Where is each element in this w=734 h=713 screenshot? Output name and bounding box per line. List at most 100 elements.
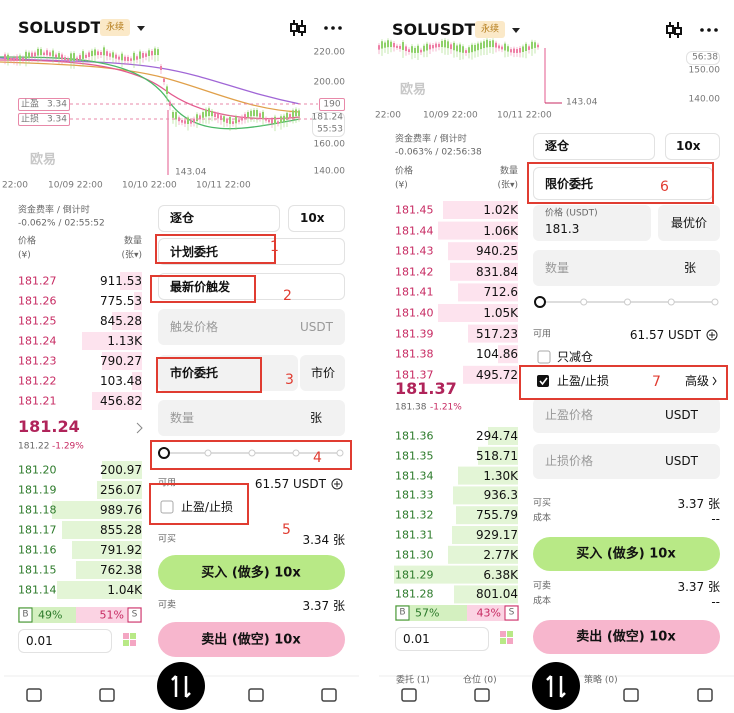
sl-price[interactable]: 止损价格	[545, 454, 594, 468]
qty-input[interactable]	[158, 400, 345, 436]
candle	[256, 109, 258, 117]
annotation-number: 6	[660, 179, 669, 195]
low-price: 143.04	[566, 97, 598, 108]
qty-placeholder[interactable]: 数量	[170, 411, 195, 425]
sl-label: 止损	[21, 114, 40, 124]
tp-price[interactable]: 止盈价格	[545, 408, 594, 422]
nav-icon	[474, 688, 490, 702]
price-value[interactable]: 181.3	[545, 222, 580, 236]
candle	[280, 116, 282, 123]
can-sell-label: 可卖	[533, 581, 552, 592]
leverage[interactable]: 10x	[300, 211, 325, 225]
leverage[interactable]: 10x	[676, 139, 701, 153]
order-type-select[interactable]	[533, 167, 713, 200]
kline-icon	[674, 27, 682, 35]
symbol: SOLUSDT	[18, 18, 102, 37]
buy-button[interactable]	[533, 537, 720, 571]
margin-select[interactable]	[158, 205, 280, 232]
candle	[486, 39, 488, 48]
qty-unit[interactable]: 张	[309, 411, 322, 425]
candle	[534, 42, 536, 48]
ask-qty: 790.27	[100, 354, 142, 368]
price-unit: (¥)	[395, 180, 408, 191]
tp-price-input[interactable]	[533, 398, 720, 433]
nav-icon	[99, 688, 115, 702]
buy-button[interactable]	[158, 555, 345, 590]
order-type-select[interactable]	[158, 238, 345, 265]
qty-unit[interactable]: 张	[683, 261, 696, 275]
exec-type-select[interactable]	[158, 355, 298, 391]
qty-input[interactable]	[533, 250, 720, 286]
bid-depth	[76, 561, 142, 579]
margin-select[interactable]	[533, 133, 655, 160]
bid-qty: 929.17	[476, 528, 518, 542]
candle	[432, 45, 434, 49]
candle	[408, 49, 410, 53]
kline-icon	[290, 23, 298, 32]
precision: 0.01	[403, 632, 430, 646]
sl-price-input[interactable]	[533, 444, 720, 479]
best-price[interactable]: 最优价	[670, 216, 708, 230]
candle	[423, 45, 425, 52]
candle	[211, 111, 213, 117]
candle	[414, 47, 416, 53]
trigger-price-input[interactable]	[158, 309, 345, 345]
buy-button-label[interactable]: 买入 (做多) 10x	[201, 565, 301, 581]
leverage-select[interactable]	[288, 205, 345, 232]
exec-type[interactable]: 市价委托	[170, 366, 219, 380]
qty-placeholder[interactable]: 数量	[545, 261, 570, 275]
reduce-only[interactable]: 只减仓	[557, 350, 594, 364]
low-price: 143.04	[175, 167, 207, 178]
order-type[interactable]: 计划委托	[170, 245, 219, 259]
buy-ratio-bar	[395, 605, 467, 621]
advanced[interactable]: 高级	[684, 374, 709, 388]
bid-depth	[57, 581, 142, 599]
margin-mode[interactable]: 逐仓	[545, 139, 570, 153]
tab[interactable]: 策略 (0)	[584, 675, 618, 686]
nav-icon	[623, 688, 639, 702]
candle	[133, 52, 135, 61]
tab[interactable]: 委托 (1)	[396, 675, 430, 686]
plus-icon	[334, 481, 340, 487]
trigger-price[interactable]: 触发价格	[170, 320, 219, 334]
precision-select[interactable]	[395, 627, 489, 651]
precision-select[interactable]	[18, 629, 112, 653]
bid-depth	[488, 427, 518, 445]
leverage-select[interactable]	[665, 133, 720, 160]
tab[interactable]: 仓位 (0)	[463, 675, 497, 686]
trigger-type[interactable]: 最新价触发	[170, 280, 231, 294]
margin-mode[interactable]: 逐仓	[170, 211, 195, 225]
bid-depth	[478, 446, 518, 465]
bid-depth	[72, 541, 142, 559]
ask-depth	[468, 324, 518, 343]
sell-button[interactable]	[158, 622, 345, 657]
candle	[202, 112, 204, 118]
bid-price: 181.33	[395, 488, 434, 502]
trigger-type-select[interactable]	[158, 273, 345, 300]
sell-button-label[interactable]: 卖出 (做空) 10x	[576, 629, 676, 645]
time-axis-label: 10/09 22:00	[48, 180, 103, 191]
can-buy-value: 3.37 张	[677, 497, 720, 511]
annotation-number: 7	[652, 374, 661, 390]
tpsl-label[interactable]: 止盈/止损	[181, 500, 234, 514]
best-price-button[interactable]	[658, 205, 720, 241]
ask-qty: 103.48	[100, 374, 142, 388]
sell-button-label[interactable]: 卖出 (做空) 10x	[201, 632, 301, 648]
tpsl-label[interactable]: 止盈/止损	[557, 374, 610, 388]
candle	[510, 49, 512, 53]
price-input[interactable]	[533, 205, 651, 241]
ask-qty: 831.84	[476, 264, 518, 279]
kline-icon	[298, 25, 306, 33]
order-type[interactable]: 限价委托	[545, 177, 594, 191]
candle	[241, 116, 243, 121]
caret	[137, 26, 145, 31]
candle	[214, 113, 216, 118]
candle	[450, 44, 452, 50]
countdown-tag	[686, 51, 720, 65]
trade-button	[157, 662, 205, 710]
sell-button[interactable]	[533, 620, 720, 654]
bid-price: 181.14	[18, 583, 57, 597]
bid-qty: 294.74	[476, 429, 518, 443]
buy-button-label[interactable]: 买入 (做多) 10x	[576, 546, 676, 562]
